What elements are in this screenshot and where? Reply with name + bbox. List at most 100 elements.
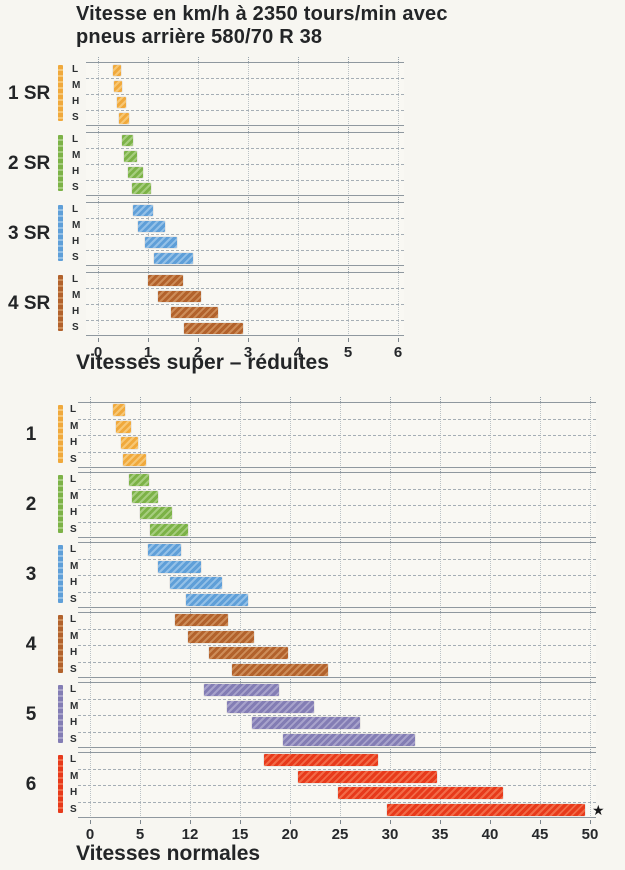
range-bar <box>170 577 222 590</box>
row-label: S <box>70 593 77 605</box>
range-bar <box>113 404 125 417</box>
row-separator-line <box>86 94 404 95</box>
range-bar <box>118 112 129 124</box>
row-label: H <box>72 306 80 317</box>
range-bar <box>227 700 314 713</box>
row-label: L <box>70 614 77 626</box>
row-separator-line <box>78 575 596 576</box>
axis-tick <box>348 338 349 342</box>
row-separator-line <box>86 110 404 111</box>
row-separator-line <box>86 320 404 321</box>
axis-tick-label: 12 <box>181 826 199 843</box>
row-label: L <box>70 474 77 486</box>
row-separator-line <box>86 288 404 289</box>
row-label: M <box>70 560 79 572</box>
caption-super-reduced: Vitesses super – réduites <box>76 351 329 374</box>
axis-tick <box>148 338 149 342</box>
row-label: S <box>70 663 77 675</box>
axis-tick-label: 5 <box>343 344 353 361</box>
row-label: S <box>70 523 77 535</box>
row-separator-line <box>78 435 596 436</box>
row-separator-line <box>86 218 404 219</box>
range-bar <box>121 437 138 450</box>
row-separator-line <box>78 628 596 630</box>
caption-normal: Vitesses normales <box>76 842 261 865</box>
range-bar <box>121 134 133 146</box>
star-annotation: ★ <box>592 801 605 818</box>
range-bar <box>184 322 243 334</box>
row-label: M <box>72 150 81 161</box>
range-bar <box>113 64 121 76</box>
range-bar <box>116 420 131 433</box>
row-separator-line <box>86 78 404 79</box>
axis-tick <box>198 338 199 342</box>
range-bar <box>129 474 149 487</box>
grid-line-vertical <box>398 57 399 336</box>
color-key-strip <box>58 65 63 121</box>
axis-tick-label: 5 <box>135 826 145 843</box>
row-label: M <box>70 420 79 432</box>
range-bar <box>186 593 248 606</box>
row-label: H <box>70 577 78 589</box>
axis-tick <box>540 820 541 824</box>
axis-tick <box>190 820 191 824</box>
axis-tick-label: 6 <box>393 344 403 361</box>
axis-tick <box>240 820 241 824</box>
color-key-strip <box>58 205 63 261</box>
color-key-strip <box>58 405 63 463</box>
axis-tick-label: 0 <box>93 344 103 361</box>
range-bar <box>123 453 146 466</box>
color-key-strip <box>58 545 63 603</box>
axis-tick <box>248 338 249 342</box>
range-bar <box>124 150 137 162</box>
grid-line-vertical <box>248 57 249 336</box>
row-separator-line <box>78 785 596 786</box>
color-key-strip <box>58 475 63 533</box>
range-bar <box>232 663 328 676</box>
group-label: 2 <box>25 494 37 515</box>
group-label: 1 SR <box>8 83 51 104</box>
color-key-strip <box>58 615 63 673</box>
axis-tick-label: 45 <box>531 826 549 843</box>
page-title-line2: pneus arrière 580/70 R 38 <box>76 26 323 48</box>
page-title: Vitesse en km/h à 2350 tours/min avec pn… <box>76 3 448 49</box>
row-separator-line <box>86 180 404 181</box>
range-bar <box>252 717 360 730</box>
axis-tick <box>140 820 141 824</box>
axis-tick-label: 2 <box>193 344 203 361</box>
axis-tick-label: 20 <box>281 826 299 843</box>
row-separator-line <box>86 304 404 305</box>
row-separator-line <box>78 645 596 646</box>
row-separator-line <box>86 148 404 149</box>
row-label: L <box>72 274 79 285</box>
row-label: S <box>72 252 79 263</box>
range-bar <box>209 647 288 660</box>
range-bar <box>150 523 188 536</box>
group-label: 3 SR <box>8 223 51 244</box>
axis-tick <box>398 338 399 342</box>
axis-tick <box>440 820 441 824</box>
range-bar <box>128 166 143 178</box>
row-label: L <box>70 404 77 416</box>
color-key-strip <box>58 135 63 191</box>
axis-tick <box>590 820 591 824</box>
axis-tick <box>290 820 291 824</box>
axis-tick <box>298 338 299 342</box>
row-label: M <box>70 700 79 712</box>
range-bar <box>175 614 228 627</box>
row-label: L <box>70 754 77 766</box>
range-bar <box>138 220 165 232</box>
color-key-strip <box>58 685 63 743</box>
page-title-line1: Vitesse en km/h à 2350 tours/min avec <box>76 3 448 25</box>
row-label: H <box>72 166 80 177</box>
row-label: H <box>70 507 78 519</box>
range-bar <box>170 306 218 318</box>
range-bar <box>132 182 151 194</box>
row-label: H <box>72 96 80 107</box>
group-label: 1 <box>25 424 37 445</box>
axis-tick-label: 3 <box>243 344 253 361</box>
row-label: M <box>70 770 79 782</box>
row-separator-line <box>78 661 596 663</box>
